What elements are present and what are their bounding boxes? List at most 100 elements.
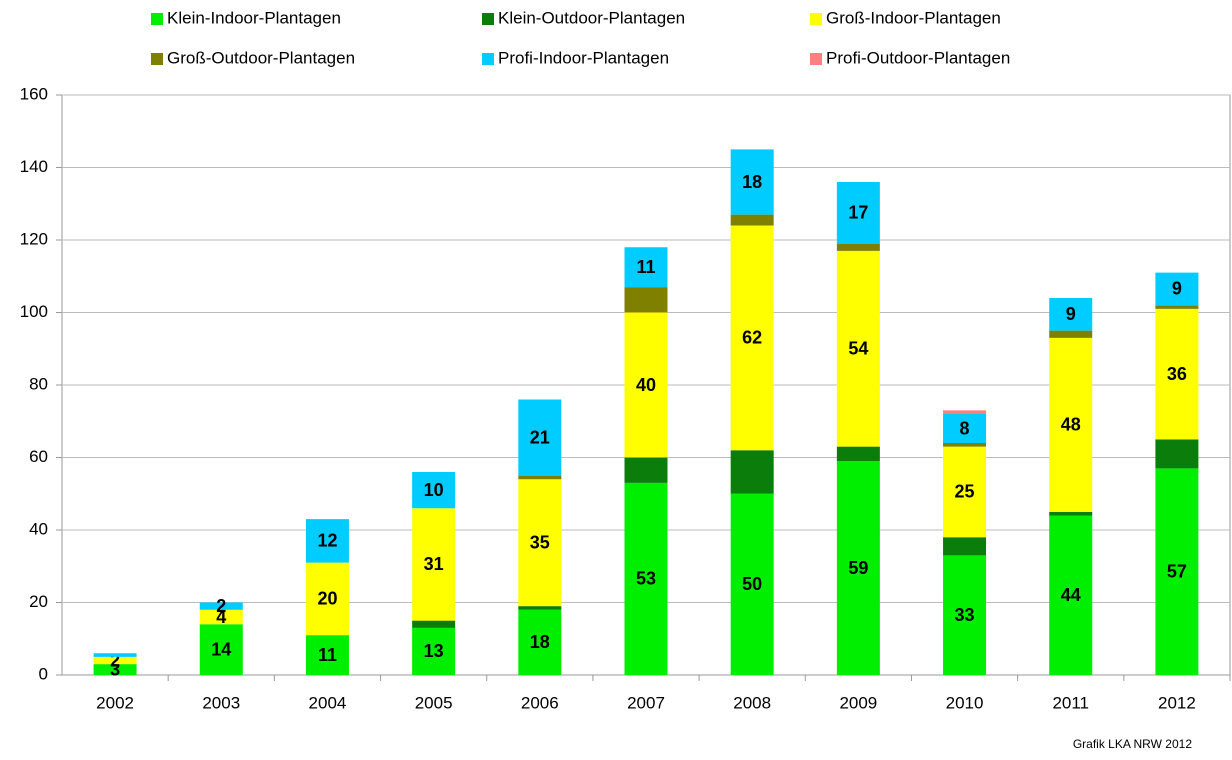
y-tick-label: 0 bbox=[39, 664, 48, 683]
bar-segment bbox=[1049, 511, 1093, 516]
bar-segment bbox=[1049, 337, 1093, 512]
bar-segment bbox=[730, 149, 774, 215]
data-label: 13 bbox=[424, 641, 444, 661]
bar-segment bbox=[199, 624, 243, 675]
bar-segment bbox=[730, 493, 774, 675]
bar-segment bbox=[836, 461, 880, 675]
data-label: 53 bbox=[636, 569, 656, 589]
bar-segment bbox=[1155, 439, 1199, 469]
bar-segment bbox=[412, 508, 456, 621]
bar-segment bbox=[730, 450, 774, 494]
data-label: 31 bbox=[424, 554, 444, 574]
legend-label: Profi-Indoor-Plantagen bbox=[498, 48, 669, 67]
legend-label: Klein-Outdoor-Plantagen bbox=[498, 8, 685, 27]
bar-segment bbox=[943, 446, 987, 538]
bar-segment bbox=[624, 482, 668, 675]
bar-segment bbox=[412, 627, 456, 675]
data-label: 2 bbox=[216, 596, 226, 616]
bar-segment bbox=[624, 312, 668, 458]
bar-segment bbox=[93, 656, 137, 665]
y-tick-label: 160 bbox=[20, 84, 48, 103]
x-tick-label: 2005 bbox=[415, 693, 453, 712]
bar-segment bbox=[93, 664, 137, 675]
bar-segment bbox=[836, 182, 880, 244]
x-tick-label: 2002 bbox=[96, 693, 134, 712]
data-label: 50 bbox=[742, 574, 762, 594]
data-label: 2 bbox=[110, 650, 120, 670]
legend-swatch bbox=[151, 13, 163, 25]
y-tick-label: 120 bbox=[20, 229, 48, 248]
bar-segment bbox=[1155, 308, 1199, 440]
legend-swatch bbox=[151, 53, 163, 65]
data-label: 40 bbox=[636, 375, 656, 395]
legend-label: Profi-Outdoor-Plantagen bbox=[826, 48, 1010, 67]
data-label: 9 bbox=[1066, 304, 1076, 324]
data-label: 8 bbox=[960, 418, 970, 438]
bar-segment bbox=[199, 602, 243, 610]
x-tick-label: 2003 bbox=[202, 693, 240, 712]
bar-segment bbox=[943, 537, 987, 556]
legend-label: Groß-Indoor-Plantagen bbox=[826, 8, 1001, 27]
bar-segment bbox=[943, 555, 987, 675]
bar-segment bbox=[943, 410, 987, 414]
legend-swatch bbox=[482, 53, 494, 65]
y-tick-label: 100 bbox=[20, 302, 48, 321]
data-label: 17 bbox=[848, 203, 868, 223]
bar-segment bbox=[518, 609, 562, 675]
data-label: 18 bbox=[530, 632, 550, 652]
bar-segment bbox=[730, 225, 774, 451]
x-tick-label: 2011 bbox=[1052, 693, 1089, 712]
data-label: 48 bbox=[1061, 415, 1081, 435]
data-label: 25 bbox=[955, 482, 975, 502]
x-tick-label: 2006 bbox=[521, 693, 559, 712]
legend-swatch bbox=[810, 53, 822, 65]
bar-segment bbox=[1049, 330, 1093, 338]
bar-segment bbox=[518, 475, 562, 480]
bar-segment bbox=[730, 214, 774, 226]
data-label: 33 bbox=[955, 605, 975, 625]
y-tick-label: 20 bbox=[29, 592, 48, 611]
bar-segment bbox=[836, 243, 880, 251]
bar-segment bbox=[412, 620, 456, 628]
data-label: 21 bbox=[530, 427, 550, 447]
data-label: 59 bbox=[848, 558, 868, 578]
data-label: 57 bbox=[1167, 561, 1187, 581]
bar-segment bbox=[518, 606, 562, 610]
legend-swatch bbox=[482, 13, 494, 25]
bar-segment bbox=[624, 247, 668, 288]
y-tick-label: 40 bbox=[29, 519, 48, 538]
y-tick-label: 140 bbox=[20, 157, 48, 176]
bar-segment bbox=[1155, 272, 1199, 306]
data-label: 11 bbox=[318, 645, 337, 665]
data-label: 54 bbox=[848, 339, 868, 359]
bar-segment bbox=[412, 472, 456, 509]
data-label: 12 bbox=[317, 531, 337, 551]
legend-label: Klein-Indoor-Plantagen bbox=[167, 8, 341, 27]
bar-segment bbox=[1155, 468, 1199, 675]
data-label: 4 bbox=[216, 607, 226, 627]
bar-segment bbox=[199, 609, 243, 625]
bar-segment bbox=[1049, 298, 1093, 331]
bar-segment bbox=[305, 562, 349, 636]
x-tick-label: 2008 bbox=[733, 693, 771, 712]
bar-segment bbox=[836, 446, 880, 462]
data-label: 10 bbox=[424, 480, 444, 500]
data-label: 3 bbox=[110, 659, 120, 679]
bar-segment bbox=[836, 250, 880, 447]
bar-segment bbox=[305, 635, 349, 675]
data-label: 62 bbox=[742, 328, 762, 348]
bar-segment bbox=[1049, 515, 1093, 675]
data-label: 44 bbox=[1061, 585, 1081, 605]
x-tick-label: 2009 bbox=[839, 693, 877, 712]
bar-segment bbox=[93, 653, 137, 657]
bar-segment bbox=[624, 287, 668, 313]
data-label: 11 bbox=[636, 257, 655, 277]
bar-segment bbox=[624, 457, 668, 483]
source-note: Grafik LKA NRW 2012 bbox=[1073, 737, 1192, 751]
y-tick-label: 80 bbox=[29, 374, 48, 393]
x-tick-label: 2007 bbox=[627, 693, 665, 712]
bar-segment bbox=[305, 519, 349, 563]
legend-swatch bbox=[810, 13, 822, 25]
data-label: 9 bbox=[1172, 279, 1182, 299]
